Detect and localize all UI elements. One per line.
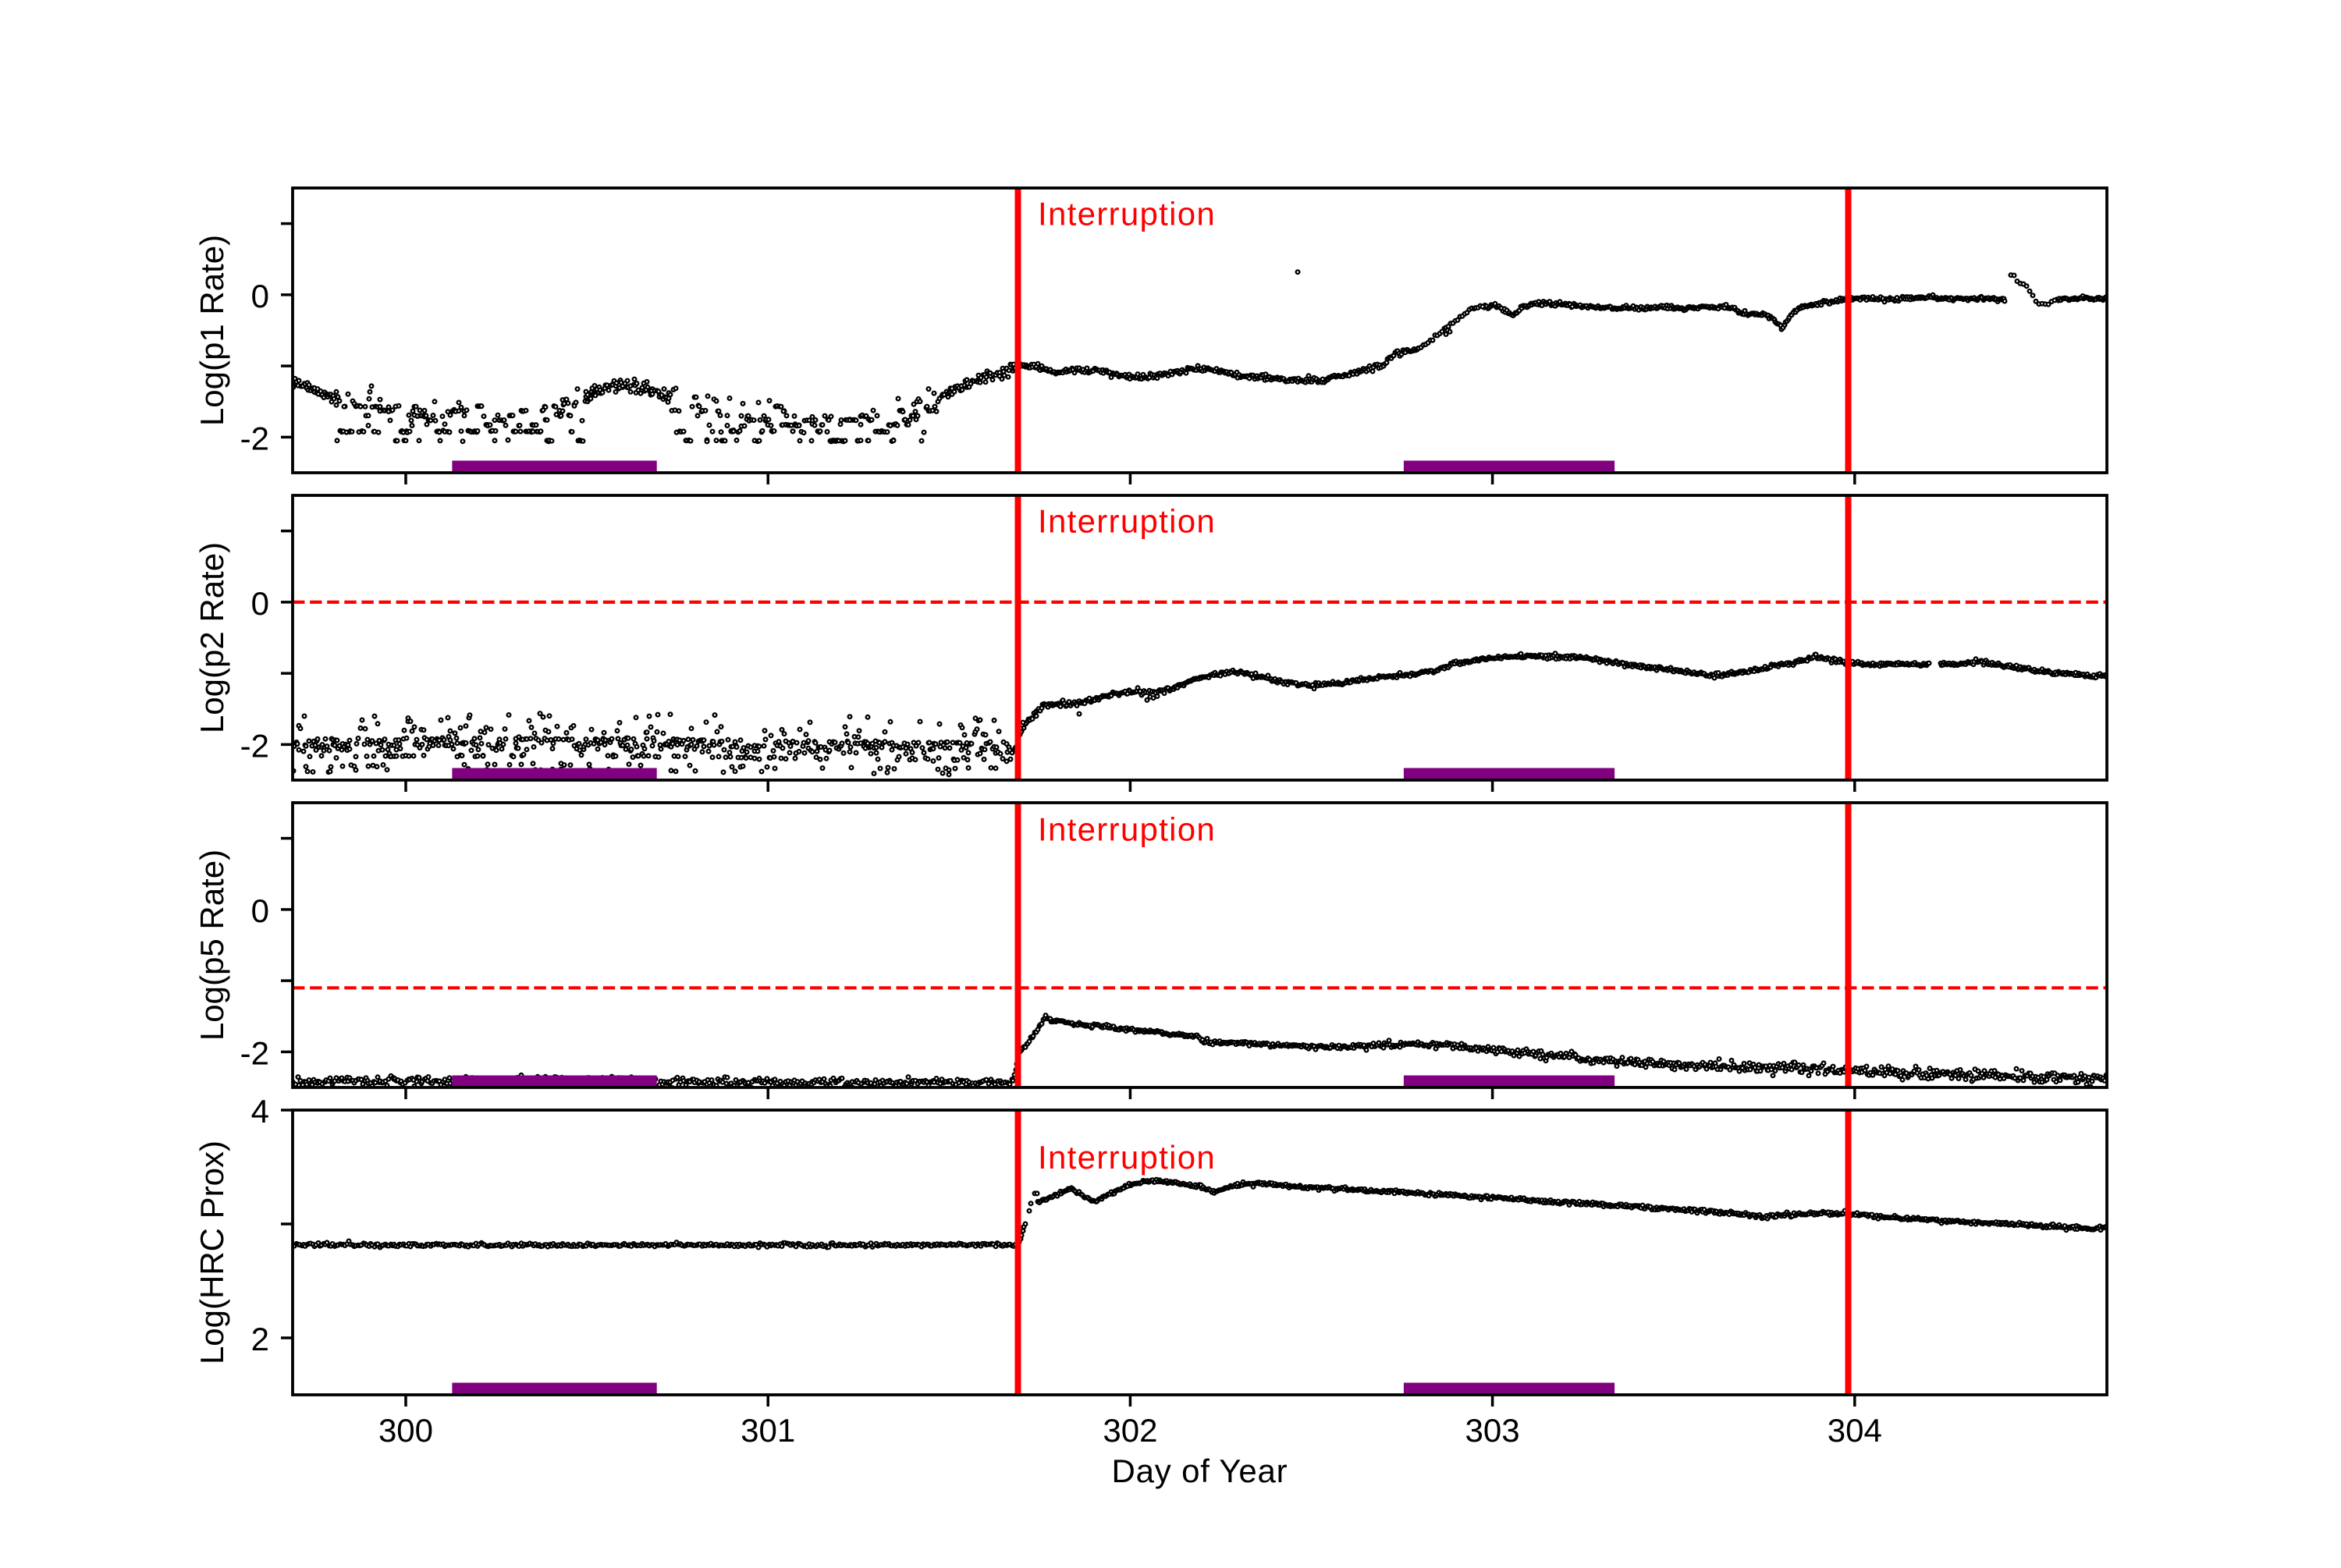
- svg-text:-2: -2: [240, 420, 269, 456]
- svg-text:Log(p1 Rate): Log(p1 Rate): [194, 235, 230, 426]
- svg-text:Day of Year: Day of Year: [1112, 1453, 1288, 1489]
- svg-text:302: 302: [1103, 1412, 1157, 1449]
- svg-text:Interruption: Interruption: [1038, 811, 1216, 848]
- svg-text:Log(p5 Rate): Log(p5 Rate): [194, 850, 230, 1041]
- svg-text:-2: -2: [240, 727, 269, 764]
- svg-text:Interruption: Interruption: [1038, 196, 1216, 232]
- svg-text:0: 0: [251, 892, 269, 929]
- svg-text:301: 301: [741, 1412, 795, 1449]
- svg-text:2: 2: [251, 1321, 269, 1357]
- svg-text:Interruption: Interruption: [1038, 1139, 1216, 1176]
- svg-text:-2: -2: [240, 1034, 269, 1071]
- svg-text:Interruption: Interruption: [1038, 503, 1216, 540]
- svg-text:Log(p2 Rate): Log(p2 Rate): [194, 542, 230, 733]
- svg-text:304: 304: [1828, 1412, 1882, 1449]
- svg-text:4: 4: [251, 1093, 269, 1130]
- svg-text:0: 0: [251, 585, 269, 622]
- svg-text:Log(HRC Prox): Log(HRC Prox): [194, 1141, 230, 1364]
- svg-text:0: 0: [251, 278, 269, 314]
- svg-text:300: 300: [378, 1412, 433, 1449]
- svg-text:303: 303: [1465, 1412, 1520, 1449]
